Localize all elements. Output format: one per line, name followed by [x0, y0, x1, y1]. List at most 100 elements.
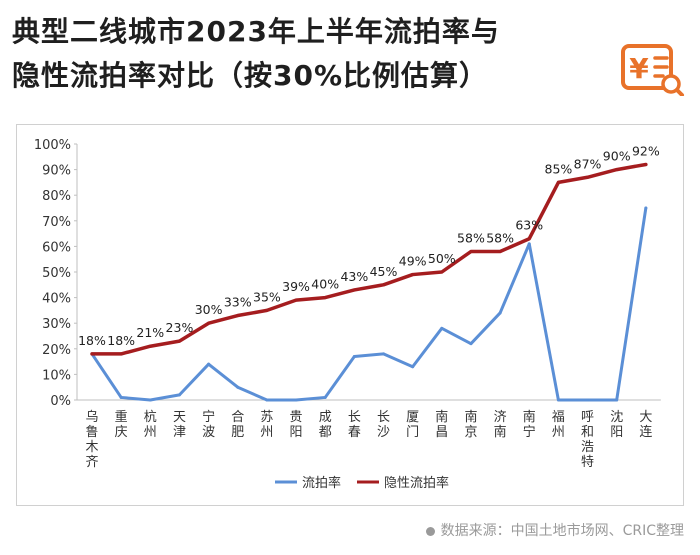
- data-label: 21%: [136, 325, 164, 340]
- yuan-document-icon: ¥: [617, 40, 687, 97]
- data-point: [498, 250, 502, 254]
- data-point: [177, 393, 181, 397]
- data-label: 50%: [428, 251, 456, 266]
- y-tick-label: 20%: [42, 343, 71, 358]
- data-point: [294, 398, 298, 402]
- data-point: [411, 365, 415, 369]
- data-point: [556, 180, 560, 184]
- data-label: 18%: [78, 333, 106, 348]
- data-point: [469, 250, 473, 254]
- series-line-auction-failure-rate: [90, 206, 648, 402]
- bullet-dot: [425, 526, 435, 536]
- data-point: [323, 296, 327, 300]
- x-tick-label: 南昌: [435, 409, 448, 440]
- data-point: [236, 314, 240, 318]
- data-point: [119, 395, 123, 399]
- chart-frame: 0% 10% 20% 30% 40% 50% 60% 70% 80% 90% 100% 乌鲁木齐 重庆杭…: [16, 124, 684, 506]
- data-point: [440, 270, 444, 274]
- data-point: [527, 242, 531, 246]
- data-point: [644, 162, 648, 166]
- data-point: [352, 288, 356, 292]
- data-point: [498, 311, 502, 315]
- data-label: 39%: [282, 279, 310, 294]
- x-tick-label: 厦门: [406, 410, 419, 440]
- yuan-glyph: ¥: [629, 52, 649, 85]
- x-tick-label: 宁波: [202, 409, 215, 440]
- data-label: 35%: [253, 289, 281, 304]
- data-point: [148, 344, 152, 348]
- data-point: [323, 395, 327, 399]
- x-tick-label: 乌鲁木齐: [85, 409, 98, 470]
- data-label: 58%: [486, 231, 514, 246]
- legend-label: 流拍率: [302, 475, 341, 491]
- data-point: [556, 398, 560, 402]
- y-tick-label: 100%: [34, 138, 71, 153]
- y-tick-label: 10%: [42, 368, 71, 383]
- y-tick-label: 40%: [42, 292, 71, 307]
- x-tick-label: 合肥: [231, 410, 244, 440]
- page-title-line1: 典型二线城市2023年上半年流拍率与: [12, 15, 500, 48]
- data-label: 18%: [107, 333, 135, 348]
- x-tick-label: 南宁: [523, 409, 536, 440]
- y-tick-label: 80%: [42, 189, 71, 204]
- data-point: [382, 352, 385, 356]
- x-tick-label: 杭州: [144, 410, 157, 440]
- x-tick-label: 福州: [552, 410, 565, 440]
- x-tick-label: 天津: [173, 410, 186, 440]
- y-tick-label: 70%: [42, 215, 71, 230]
- data-point: [148, 398, 152, 402]
- data-label: 33%: [224, 295, 252, 310]
- x-tick-label: 长沙: [377, 410, 390, 440]
- data-point: [615, 398, 619, 402]
- x-tick-label: 贵阳: [290, 410, 303, 440]
- source-note: 数据来源：中国土地市场网、CRIC整理: [425, 520, 684, 540]
- data-label: 87%: [574, 156, 602, 171]
- page-title-line2: 隐性流拍率对比（按30%比例估算）: [12, 59, 489, 92]
- x-tick-label: 济南: [494, 410, 507, 440]
- y-tick-label: 90%: [42, 164, 71, 179]
- data-point: [411, 273, 415, 277]
- y-tick-label: 30%: [42, 317, 71, 332]
- data-label: 40%: [311, 277, 339, 292]
- data-point: [177, 339, 181, 343]
- line-chart: 0% 10% 20% 30% 40% 50% 60% 70% 80% 90% 100% 乌鲁木齐 重庆杭…: [34, 138, 661, 491]
- data-label: 92%: [632, 143, 660, 158]
- x-tick-label: 苏州: [260, 409, 273, 440]
- x-tick-label: 南京: [464, 409, 477, 440]
- title-block: 典型二线城市2023年上半年流拍率与 隐性流拍率对比（按30%比例估算）: [12, 10, 602, 98]
- x-tick-label: 呼和浩特: [581, 410, 594, 470]
- x-tick-label: 长春: [348, 410, 361, 440]
- data-point: [527, 237, 531, 241]
- y-tick-label: 0%: [50, 394, 71, 409]
- data-point: [586, 175, 590, 179]
- data-label: 58%: [457, 231, 485, 246]
- data-label: 43%: [340, 269, 368, 284]
- data-point: [615, 168, 619, 172]
- data-label: 45%: [370, 264, 398, 279]
- x-tick-label: 沈阳: [610, 410, 623, 440]
- data-label: 49%: [399, 254, 427, 269]
- source-text: 数据来源：中国土地市场网、CRIC整理: [440, 523, 684, 539]
- data-label: 23%: [166, 320, 194, 335]
- data-label: 90%: [603, 149, 631, 164]
- series-line-hidden-auction-failure-rate: [90, 162, 648, 356]
- data-point: [644, 206, 648, 210]
- data-point: [90, 352, 94, 356]
- legend-label: 隐性流拍率: [384, 475, 449, 491]
- data-point: [440, 326, 444, 330]
- data-point: [382, 283, 385, 287]
- x-tick-label: 大连: [639, 410, 652, 440]
- data-point: [586, 398, 590, 402]
- data-point: [207, 362, 211, 366]
- data-point: [469, 342, 473, 346]
- data-point: [207, 321, 211, 325]
- data-label: 30%: [195, 302, 223, 317]
- data-point: [236, 385, 240, 389]
- y-tick-label: 60%: [42, 240, 71, 255]
- x-tick-label: 重庆: [115, 409, 128, 440]
- x-tick-label: 成都: [319, 410, 332, 440]
- data-point: [294, 298, 298, 302]
- data-point: [352, 354, 356, 358]
- y-tick-label: 50%: [42, 266, 71, 281]
- data-label: 85%: [545, 161, 573, 176]
